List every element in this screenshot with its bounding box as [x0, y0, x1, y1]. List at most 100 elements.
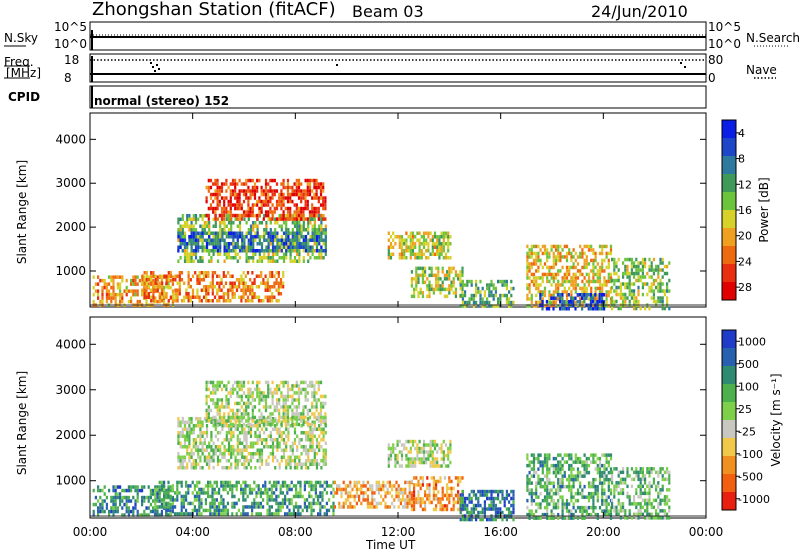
power-echo-cell	[661, 289, 664, 293]
power-echo-cell	[119, 275, 122, 279]
velocity-echo-cell	[419, 476, 422, 480]
power-echo-cell	[240, 274, 243, 278]
power-echo-cell	[282, 185, 285, 190]
velocity-echo-cell	[103, 509, 106, 514]
velocity-echo-cell	[457, 479, 460, 484]
power-echo-cell	[245, 182, 248, 186]
velocity-echo-cell	[223, 405, 226, 409]
power-echo-cell	[130, 299, 133, 304]
power-echo-cell	[315, 242, 319, 246]
velocity-echo-cell	[443, 504, 446, 508]
velocity-echo-cell	[251, 505, 254, 509]
velocity-echo-cell	[223, 412, 226, 416]
velocity-echo-cell	[448, 479, 451, 484]
power-echo-cell	[668, 261, 671, 265]
velocity-echo-cell	[182, 498, 185, 502]
velocity-echo-cell	[377, 487, 380, 492]
power-echo-cell	[227, 235, 231, 239]
velocity-echo-cell	[403, 446, 406, 451]
power-echo-cell	[324, 196, 327, 200]
power-echo-cell	[637, 292, 640, 297]
velocity-echo-cell	[108, 513, 111, 517]
power-echo-cell	[568, 269, 571, 273]
power-echo-cell	[657, 268, 660, 272]
velocity-echo-cell	[214, 415, 217, 420]
power-echo-cell	[260, 189, 263, 193]
power-echo-cell	[293, 192, 296, 197]
power-echo-cell	[264, 288, 267, 292]
velocity-echo-cell	[452, 500, 455, 505]
power-echo-cell	[530, 248, 533, 252]
power-echo-cell	[319, 189, 323, 193]
power-echo-cell	[488, 300, 491, 305]
velocity-echo-cell	[324, 459, 327, 463]
velocity-echo-cell	[280, 431, 283, 435]
power-echo-cell	[291, 242, 294, 246]
power-echo-cell	[425, 256, 428, 260]
velocity-echo-cell	[114, 488, 117, 493]
power-echo-cell	[252, 224, 255, 228]
velocity-echo-cell	[332, 512, 335, 516]
power-echo-cell	[630, 271, 633, 276]
velocity-echo-cell	[101, 506, 104, 510]
velocity-echo-cell	[181, 466, 184, 470]
velocity-echo-cell	[442, 450, 445, 454]
power-echo-cell	[285, 235, 288, 239]
power-echo-cell	[317, 196, 320, 200]
velocity-echo-cell	[214, 391, 217, 395]
power-echo-cell	[251, 189, 254, 193]
velocity-echo-cell	[213, 512, 216, 516]
power-echo-cell	[145, 278, 148, 282]
velocity-echo-cell	[313, 434, 316, 438]
velocity-echo-cell	[289, 445, 292, 449]
velocity-echo-cell	[406, 505, 409, 509]
power-echo-cell	[238, 278, 241, 282]
velocity-echo-cell	[179, 434, 182, 438]
power-echo-cell	[275, 182, 279, 186]
power-echo-cell	[461, 283, 464, 287]
velocity-echo-cell	[245, 405, 248, 409]
velocity-echo-cell	[251, 501, 254, 506]
power-echo-cell	[216, 206, 219, 211]
power-echo-cell	[554, 248, 558, 252]
velocity-echo-cell	[418, 439, 421, 444]
velocity-echo-cell	[280, 438, 283, 442]
power-echo-cell	[497, 279, 500, 284]
power-echo-cell	[563, 255, 566, 259]
power-echo-cell	[245, 231, 248, 235]
power-echo-cell	[443, 273, 446, 278]
power-echo-cell	[154, 281, 157, 285]
power-echo-cell	[156, 285, 159, 289]
power-echo-cell	[497, 300, 500, 305]
power-echo-cell	[324, 235, 327, 239]
power-echo-cell	[223, 245, 226, 249]
power-echo-cell	[422, 231, 426, 235]
velocity-echo-cell	[293, 384, 296, 388]
power-echo-cell	[448, 277, 451, 281]
colorbar-tick-label: 16	[738, 204, 752, 217]
velocity-echo-cell	[245, 441, 248, 445]
power-echo-cell	[576, 276, 580, 280]
velocity-echo-cell	[277, 494, 280, 499]
power-echo-cell	[446, 270, 449, 274]
velocity-echo-cell	[315, 466, 319, 470]
power-echo-cell	[605, 304, 608, 308]
power-echo-cell	[430, 287, 433, 292]
power-echo-cell	[315, 178, 318, 183]
velocity-echo-cell	[308, 501, 311, 506]
velocity-echo-cell	[147, 499, 150, 503]
power-echo-cell	[273, 285, 276, 289]
power-echo-cell	[532, 244, 536, 249]
velocity-echo-cell	[398, 464, 401, 468]
velocity-echo-cell	[347, 494, 350, 499]
power-echo-cell	[177, 238, 180, 242]
power-echo-cell	[291, 192, 294, 197]
power-echo-cell	[539, 300, 542, 305]
power-echo-cell	[258, 196, 261, 200]
power-echo-cell	[497, 297, 500, 301]
power-echo-cell	[490, 283, 493, 287]
power-echo-cell	[661, 306, 664, 311]
velocity-echo-cell	[276, 438, 279, 442]
velocity-echo-cell	[317, 387, 320, 392]
power-echo-cell	[245, 189, 248, 193]
